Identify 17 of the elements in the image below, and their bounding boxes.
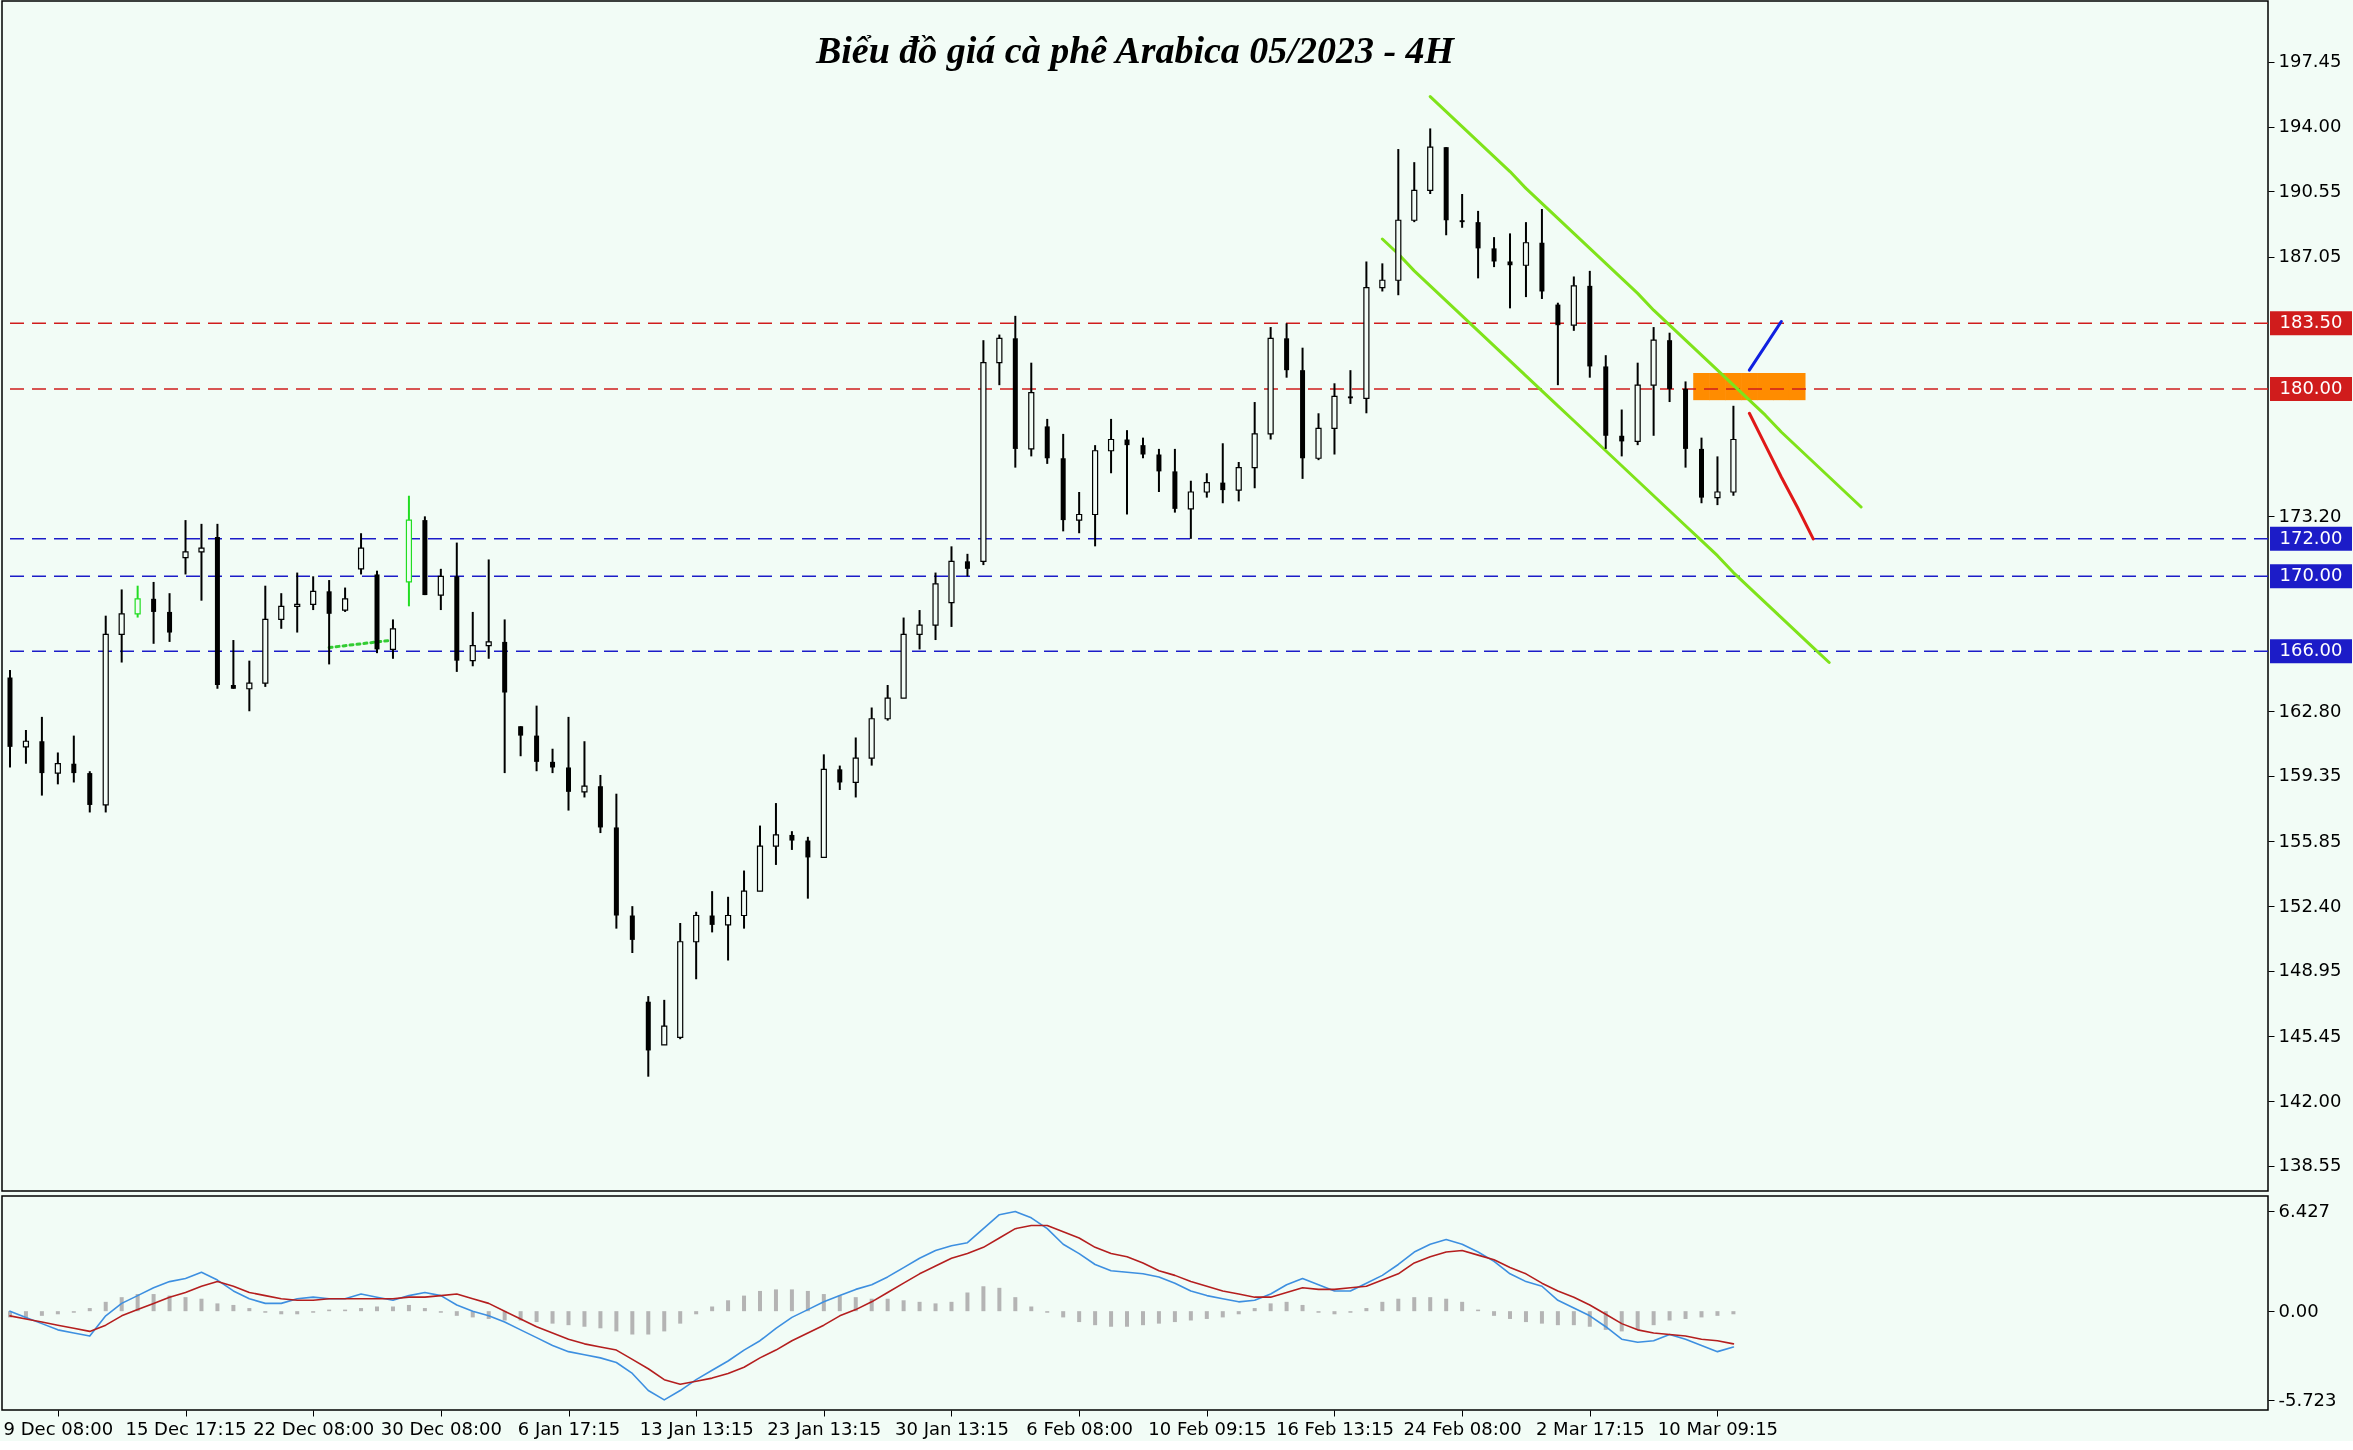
x-tick-label: 30 Dec 08:00	[380, 1417, 502, 1439]
x-tick-label: 6 Feb 08:00	[1026, 1417, 1133, 1439]
x-tick-label: 13 Jan 13:15	[639, 1417, 754, 1439]
x-tick-label: 10 Mar 09:15	[1657, 1417, 1779, 1439]
x-tick-label: 22 Dec 08:00	[253, 1417, 375, 1439]
y-tick-label: 0.00	[2278, 1299, 2319, 1321]
x-tick-label: 23 Jan 13:15	[767, 1417, 882, 1439]
x-tick-label: 6 Jan 17:15	[517, 1417, 621, 1439]
x-tick-label: 2 Mar 17:15	[1535, 1417, 1645, 1439]
x-tick-label: 9 Dec 08:00	[3, 1417, 114, 1439]
x-tick-label: 24 Feb 08:00	[1403, 1417, 1522, 1439]
x-tick-label: 30 Jan 13:15	[895, 1417, 1009, 1439]
x-tick-label: 16 Feb 13:15	[1275, 1417, 1395, 1439]
y-tick-label: -5.723	[2278, 1388, 2337, 1410]
x-tick-label: 10 Feb 09:15	[1148, 1417, 1267, 1439]
x-tick-label: 15 Dec 17:15	[125, 1417, 247, 1439]
y-tick-label: 6.427	[2278, 1199, 2331, 1221]
